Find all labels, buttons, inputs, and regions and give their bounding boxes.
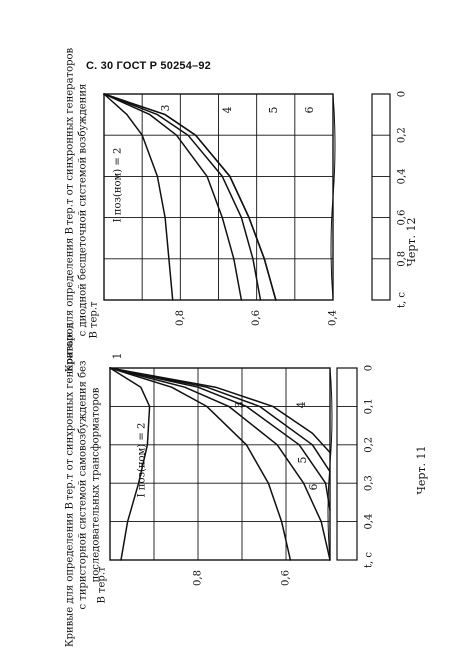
- x-tick-label: 0,2: [397, 127, 408, 143]
- series-2-line: [109, 367, 292, 561]
- x-tick-label: t, с: [364, 552, 375, 568]
- chart-title-line: с тиристорной системой самовозбуждения б…: [78, 361, 89, 610]
- series-4-label: 4: [221, 107, 234, 114]
- series-5-line: [103, 93, 262, 301]
- y-tick-label: 0,6: [251, 310, 262, 326]
- series-6-line: [109, 367, 331, 454]
- series-3-label: 3: [233, 402, 246, 409]
- series-4-label: 4: [295, 402, 308, 409]
- y-tick-label: 0,8: [193, 570, 204, 586]
- series-2-line: [103, 93, 277, 301]
- x-tick-label: t, с: [397, 292, 408, 308]
- y-tick-label: 0,6: [281, 570, 292, 586]
- series-5-line: [109, 367, 331, 473]
- axis-break-strip: [336, 367, 358, 561]
- chart-title-line: Кривые для определения B тер.т от синхро…: [65, 322, 76, 647]
- x-tick-label: 0: [364, 365, 375, 371]
- series-5-label: 5: [267, 107, 280, 114]
- series-3-line: [109, 367, 331, 561]
- series-1-line: [109, 367, 151, 561]
- series-4-line: [103, 93, 243, 301]
- chart-12: I поз(ном) = 2 3 4 5 6 0,4 0,6 0,8 0 0,2 0,4 0,6 0,8…: [65, 47, 419, 372]
- chart-caption: Черт. 12: [405, 217, 418, 266]
- series-6-line: [103, 93, 277, 301]
- series-3-label: 3: [159, 105, 172, 112]
- y-tick-label: 0,4: [328, 310, 339, 326]
- series-2-label: I поз(ном) = 2: [113, 148, 124, 223]
- series-2-label: I поз(ном) = 2: [137, 423, 148, 498]
- series-4-line: [109, 367, 331, 511]
- series-1-label: 1: [111, 353, 124, 360]
- x-tick-label: 0,3: [364, 475, 375, 491]
- x-tick-label: 0,1: [364, 398, 375, 414]
- chart-title-line: последовательных трансформаторов: [91, 387, 102, 582]
- y-axis-label: B тер.т: [89, 301, 100, 339]
- x-tick-label: 0,2: [364, 437, 375, 453]
- series-3-line: [103, 93, 174, 301]
- y-tick-label: 0,8: [175, 310, 186, 326]
- axis-break-mark: [330, 93, 336, 301]
- x-tick-label: 0,4: [397, 168, 408, 184]
- x-tick-label: 0,6: [397, 210, 408, 226]
- series-5-label: 5: [296, 457, 309, 464]
- axis-break-mark: [327, 367, 333, 561]
- series-6-label: 6: [307, 484, 320, 491]
- chart-caption: Черт. 11: [415, 445, 428, 494]
- chart-title-line: Кривые для определения B тер.т от синхро…: [65, 47, 76, 372]
- chart-title-line: с диодной бесщеточной системой возбужден…: [78, 84, 89, 337]
- page-header: С. 30 ГОСТ Р 50254–92: [86, 60, 211, 72]
- chart-11: 1 I поз(ном) = 2 3 4 5 6 0,6 0,8 0 0,1 0,2 0,3 0,4 t,…: [65, 322, 429, 647]
- axis-break-strip: [371, 93, 391, 301]
- x-tick-label: 0: [397, 91, 408, 97]
- y-axis-label: B тер.т: [97, 566, 108, 604]
- x-tick-label: 0,4: [364, 514, 375, 530]
- x-tick-label: 0,8: [397, 251, 408, 267]
- series-6-label: 6: [303, 107, 316, 114]
